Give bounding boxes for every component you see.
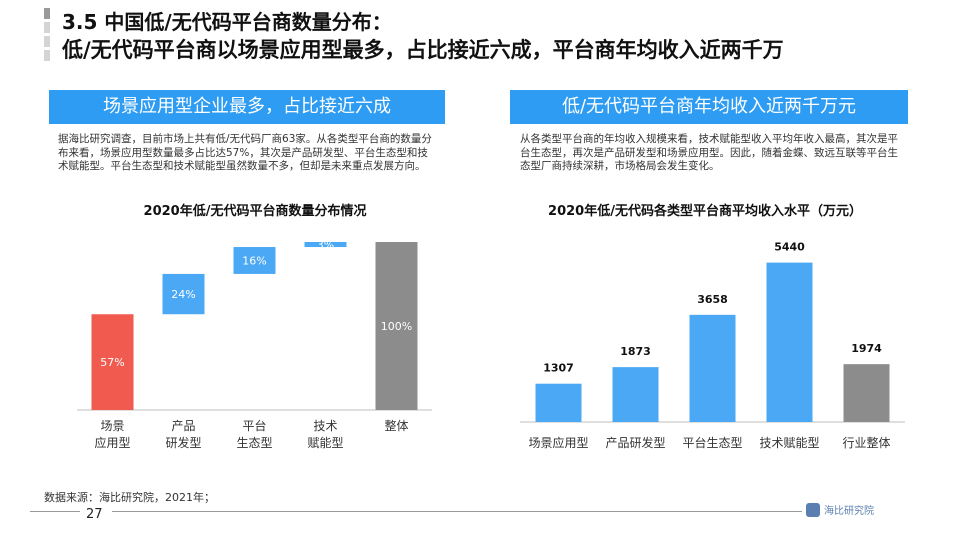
- left-category-label: 平台: [242, 418, 266, 433]
- right-category-label: 场景应用型: [528, 435, 588, 450]
- logo-icon: [806, 502, 820, 517]
- left-banner: 场景应用型企业最多，占比接近六成: [49, 90, 445, 124]
- right-chart-title: 2020年低/无代码各类型平台商平均收入水平（万元）: [548, 204, 862, 219]
- left-bar-label: 57%: [100, 356, 124, 369]
- right-bar-value: 1307: [543, 362, 574, 375]
- page-number: 27: [86, 507, 103, 522]
- left-bar-label: 24%: [171, 288, 195, 301]
- left-category-label: 赋能型: [307, 436, 343, 450]
- left-bar: [91, 314, 134, 410]
- right-category-label: 平台生态型: [682, 435, 742, 450]
- page-title-line1: 3.5 中国低/无代码平台商数量分布：: [62, 10, 392, 34]
- footer-divider-left: [30, 511, 80, 512]
- left-bar: [233, 247, 276, 274]
- right-category-label: 行业整体: [842, 435, 890, 450]
- left-bar-label: 100%: [381, 320, 412, 333]
- right-bar: [689, 314, 736, 422]
- left-paragraph: 据海比研究调查，目前市场上共有低/无代码厂商63家。从各类型平台商的数量分布来看…: [58, 133, 432, 172]
- left-bar-label: 16%: [242, 254, 266, 267]
- page-title-line2: 低/无代码平台商以场景应用型最多，占比接近六成，平台商年均收入近两千万: [62, 38, 784, 62]
- right-paragraph: 从各类型平台商的年均收入规模来看，技术赋能型收入平均年收入最高，其次是平台生态型…: [520, 133, 898, 172]
- right-bar: [535, 383, 582, 422]
- right-bar-value: 1873: [620, 345, 651, 358]
- left-bar: [304, 242, 347, 248]
- title-accent-bar: [44, 8, 50, 66]
- left-bar-label: 3%: [317, 239, 334, 252]
- left-chart-title: 2020年低/无代码平台商数量分布情况: [143, 204, 367, 219]
- right-bar-value: 5440: [774, 241, 805, 254]
- right-category-label: 技术赋能型: [759, 436, 819, 450]
- right-bar: [843, 364, 890, 422]
- right-bar-value: 1974: [851, 342, 882, 355]
- right-banner: 低/无代码平台商年均收入近两千万元: [510, 90, 908, 124]
- left-category-label: 场景: [100, 419, 124, 433]
- right-category-label: 产品研发型: [605, 435, 665, 450]
- left-category-label: 研发型: [165, 435, 201, 450]
- left-bar: [162, 273, 205, 315]
- brand-logo: 海比研究院: [806, 502, 874, 517]
- right-bar: [612, 367, 659, 422]
- data-source-note: 数据来源：海比研究院，2021年；: [44, 491, 215, 504]
- footer-divider-right: [112, 511, 802, 512]
- left-category-label: 产品: [171, 419, 195, 433]
- left-category-label: 整体: [384, 418, 408, 433]
- right-bar-value: 3658: [697, 293, 728, 306]
- left-category-label: 生态型: [236, 436, 272, 450]
- right-bar: [766, 262, 813, 422]
- left-category-label: 技术: [313, 419, 337, 433]
- left-category-label: 应用型: [94, 435, 130, 450]
- left-bar: [375, 242, 418, 410]
